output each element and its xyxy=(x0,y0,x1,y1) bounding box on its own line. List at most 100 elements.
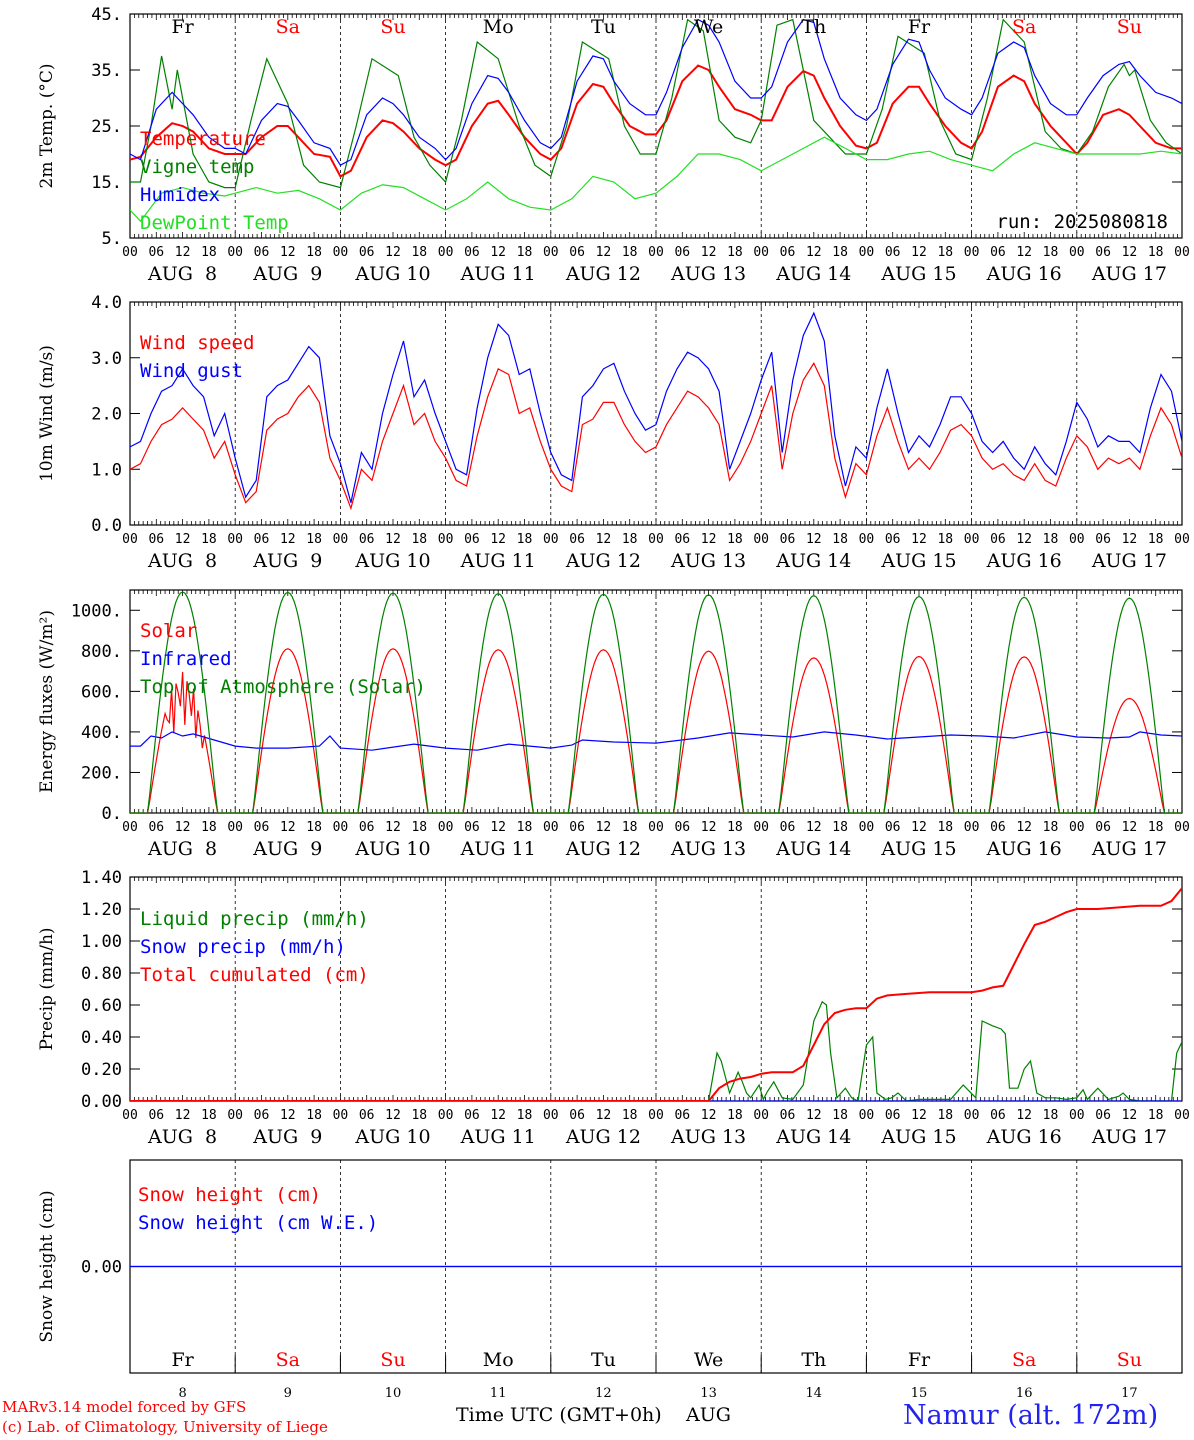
hour-label: 18 xyxy=(201,532,217,547)
hour-label: 18 xyxy=(201,245,217,260)
hour-label: 06 xyxy=(359,532,375,547)
hour-label: 12 xyxy=(701,532,717,547)
hour-label: 18 xyxy=(622,532,638,547)
hour-label: 06 xyxy=(674,532,690,547)
hour-label: 00 xyxy=(333,245,349,260)
hour-label: 06 xyxy=(885,820,901,835)
hour-label: 00 xyxy=(648,1108,664,1123)
hour-label: 18 xyxy=(727,245,743,260)
hour-label: 00 xyxy=(753,532,769,547)
hour-label: 12 xyxy=(596,532,612,547)
hour-label: 00 xyxy=(1069,532,1085,547)
series-line xyxy=(130,311,1182,503)
hour-label: 18 xyxy=(832,820,848,835)
y-tick-label: 1.00 xyxy=(81,932,122,952)
day-name-label: Fr xyxy=(908,16,931,38)
hour-label: 00 xyxy=(122,1108,138,1123)
panel-1: 5. 15. 25. 35. 45. 2m Temp. (°C) 00 06 12 18 AUG 8… xyxy=(37,5,1190,285)
hour-label: 12 xyxy=(911,532,927,547)
hour-label: 00 xyxy=(964,245,980,260)
date-label: AUG 9 xyxy=(252,1126,322,1148)
hour-label: 18 xyxy=(411,245,427,260)
day-name-label: Sa xyxy=(1012,1349,1036,1371)
hour-label: 06 xyxy=(569,532,585,547)
hour-label: 00 xyxy=(333,1108,349,1123)
series-line xyxy=(130,18,1182,189)
day-name-label: We xyxy=(694,16,723,38)
hour-label: 06 xyxy=(780,245,796,260)
day-name-label: Fr xyxy=(171,16,194,38)
day-name-label: Su xyxy=(380,16,405,38)
legend-entry: Humidex xyxy=(140,184,220,206)
hour-label: 06 xyxy=(359,245,375,260)
date-label: AUG 13 xyxy=(670,263,746,285)
station-name: Namur (alt. 172m) xyxy=(903,1400,1159,1431)
date-label: AUG 8 xyxy=(147,550,217,572)
legend-entry: Vigne temp xyxy=(140,156,254,178)
hour-label: 00 xyxy=(964,532,980,547)
date-label: AUG 12 xyxy=(565,550,641,572)
y-axis-label: 10m Wind (m/s) xyxy=(37,345,57,482)
y-tick-label: 800. xyxy=(81,642,122,662)
hour-label: 06 xyxy=(780,820,796,835)
day-number-label: 14 xyxy=(806,1386,823,1401)
day-number-label: 17 xyxy=(1121,1386,1138,1401)
date-label: AUG 16 xyxy=(986,550,1062,572)
day-name-label: Tu xyxy=(591,16,616,38)
date-label: AUG 11 xyxy=(460,550,536,572)
hour-label: 12 xyxy=(490,1108,506,1123)
hour-label: 00 xyxy=(1174,1108,1190,1123)
series-line xyxy=(130,591,1182,813)
hour-label: 06 xyxy=(780,532,796,547)
lab-credit: (c) Lab. of Climatology, University of L… xyxy=(2,1418,328,1436)
day-number-label: 16 xyxy=(1016,1386,1033,1401)
y-tick-label: 35. xyxy=(91,61,122,81)
hour-label: 06 xyxy=(1095,820,1111,835)
hour-label: 06 xyxy=(569,1108,585,1123)
hour-label: 06 xyxy=(1095,1108,1111,1123)
hour-label: 00 xyxy=(964,820,980,835)
hour-label: 06 xyxy=(464,245,480,260)
hour-label: 12 xyxy=(280,1108,296,1123)
date-label: AUG 15 xyxy=(880,263,956,285)
hour-label: 12 xyxy=(1122,532,1138,547)
hour-label: 18 xyxy=(1043,532,1059,547)
hour-label: 00 xyxy=(122,245,138,260)
date-label: AUG 10 xyxy=(354,1126,430,1148)
hour-label: 12 xyxy=(806,245,822,260)
hour-label: 12 xyxy=(490,820,506,835)
date-label: AUG 14 xyxy=(775,263,851,285)
hour-label: 12 xyxy=(280,820,296,835)
panel-2: 0.0 1.0 2.0 3.0 4.0 10m Wind (m/s) 00 06 12 18 AUG… xyxy=(37,293,1190,572)
hour-label: 00 xyxy=(648,820,664,835)
day-name-label: Sa xyxy=(1012,16,1036,38)
hour-label: 18 xyxy=(1148,1108,1164,1123)
hour-label: 06 xyxy=(359,1108,375,1123)
hour-label: 18 xyxy=(727,820,743,835)
hour-label: 00 xyxy=(543,1108,559,1123)
hour-label: 06 xyxy=(990,1108,1006,1123)
hour-label: 06 xyxy=(674,245,690,260)
panel-5: 0.00 Snow height (cm) Snow height (cm) Snow… xyxy=(37,1159,1183,1401)
hour-label: 00 xyxy=(543,532,559,547)
hour-label: 06 xyxy=(1095,532,1111,547)
hour-label: 06 xyxy=(464,532,480,547)
date-label: AUG 14 xyxy=(775,838,851,860)
hour-label: 18 xyxy=(517,245,533,260)
hour-label: 06 xyxy=(464,820,480,835)
date-label: AUG 17 xyxy=(1091,838,1167,860)
date-label: AUG 12 xyxy=(565,263,641,285)
legend-entry: Snow height (cm) xyxy=(138,1184,321,1206)
date-label: AUG 13 xyxy=(670,550,746,572)
hour-label: 18 xyxy=(832,245,848,260)
y-tick-label: 1.40 xyxy=(81,868,122,888)
legend-entry: Infrared xyxy=(140,648,232,670)
hour-label: 18 xyxy=(411,1108,427,1123)
hour-label: 12 xyxy=(701,245,717,260)
hour-label: 00 xyxy=(648,532,664,547)
y-tick-label: 0.80 xyxy=(81,964,122,984)
y-axis-label: Precip (mm/h) xyxy=(37,927,57,1050)
hour-label: 12 xyxy=(911,1108,927,1123)
hour-label: 18 xyxy=(727,1108,743,1123)
